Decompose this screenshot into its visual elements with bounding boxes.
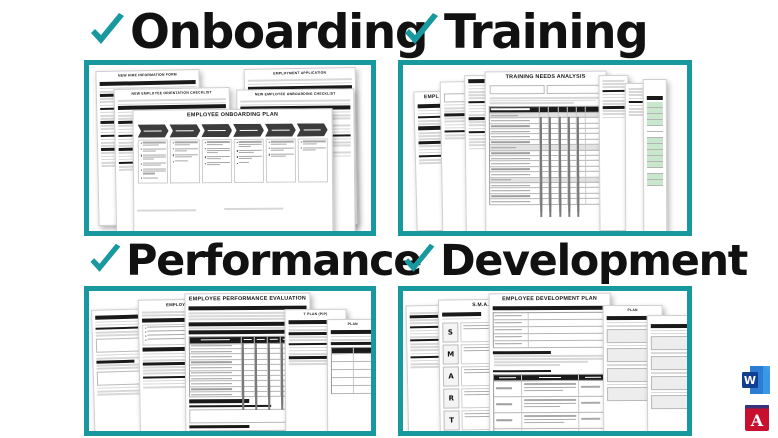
sheet-employee-onboarding-plan[interactable]: EMPLOYEE ONBOARDING PLAN (132, 108, 334, 231)
doc-title: EMPLOYEE ONBOARDING PLAN (187, 111, 279, 119)
quadrant-development: Development S.M.A.R.T S (398, 236, 748, 436)
performance-title-row: Performance (84, 236, 422, 286)
onboarding-title-row: Onboarding (84, 4, 429, 60)
onboarding-task-columns (137, 138, 329, 184)
doc-title: TRAINING NEEDS ANALYSIS (505, 73, 586, 81)
training-panel: EMPL TR (398, 60, 692, 236)
table-row[interactable] (494, 397, 607, 414)
doc-title: EMPLOYEE PERFORMANCE EVALUATION (188, 295, 307, 303)
onboarding-panel: NEW HIRE INFORMATION FORM EMPLOYMENT APP… (84, 60, 376, 236)
training-needs-table (488, 105, 604, 218)
process-step-first-quarter (265, 123, 296, 136)
smart-letter: M (442, 344, 459, 365)
table-row[interactable] (494, 413, 607, 430)
process-step-first-week (201, 124, 232, 137)
table-row[interactable] (494, 429, 607, 431)
checkmark-icon (86, 242, 124, 280)
performance-panel: EMPLOYEE EMPLOYEE PERFORMANCE EVALUATION (84, 286, 376, 436)
doc-title: EMPLOYMENT APPLICATION (273, 70, 327, 76)
checkmark-icon (400, 242, 438, 280)
quadrant-onboarding: Onboarding NEW HIRE INFORMATION FORM EMP… (84, 4, 429, 236)
file-format-icons: W A (742, 364, 772, 436)
task-column (137, 139, 169, 184)
smart-letter: R (443, 388, 460, 409)
doc-title: NEW EMPLOYEE ONBOARDING CHECKLIST (254, 91, 336, 97)
development-title-row: Development (398, 236, 748, 286)
page-title-development: Development (440, 235, 748, 286)
onboarding-process-steps (138, 123, 328, 137)
section-manager-comments (189, 425, 249, 429)
page-title-training: Training (444, 4, 649, 60)
quadrant-training: Training EMPL TR (398, 4, 692, 236)
doc-title: PLAN (627, 307, 638, 313)
quadrant-performance: Performance EMPLOYEE (84, 236, 422, 436)
task-column (201, 138, 233, 184)
smart-letter: S (442, 322, 459, 343)
sheet-training-matrix-green[interactable] (642, 78, 668, 231)
page-title-onboarding: Onboarding (130, 4, 429, 60)
table-row[interactable] (494, 381, 607, 398)
page-title-performance: Performance (126, 235, 422, 286)
doc-title: NEW HIRE INFORMATION FORM (118, 72, 177, 78)
sheet-employee-development-plan[interactable]: EMPLOYEE DEVELOPMENT PLAN (488, 292, 612, 431)
task-column (265, 138, 297, 183)
doc-title: NEW EMPLOYEE ORIENTATION CHECKLIST (131, 90, 212, 96)
process-step-first-month (233, 124, 264, 137)
smart-letter: A (442, 366, 460, 387)
training-title-row: Training (398, 4, 692, 60)
doc-title: T PLAN (PIP) (303, 311, 328, 317)
sheet-performance-action-plan[interactable]: PLAN (326, 318, 371, 431)
checkmark-icon (400, 11, 442, 53)
development-panel: S.M.A.R.T S M A (398, 286, 692, 436)
task-column (169, 139, 201, 184)
microsoft-word-icon[interactable]: W (742, 364, 772, 398)
task-column (233, 138, 265, 184)
doc-title: PLAN (347, 321, 358, 327)
development-plan-table (493, 373, 608, 431)
adobe-pdf-icon[interactable]: A (742, 402, 772, 436)
sheet-training-needs-analysis[interactable]: TRAINING NEEDS ANALYSIS (484, 70, 608, 231)
smart-letter: T (443, 410, 460, 431)
section-achievements (189, 404, 272, 408)
svg-text:W: W (744, 374, 756, 387)
process-step-prior-to-start (138, 124, 169, 137)
task-column (297, 138, 329, 183)
process-step-first-year (297, 123, 328, 136)
svg-text:A: A (750, 411, 764, 430)
checkmark-icon (86, 11, 128, 53)
process-step-first-day (169, 124, 200, 137)
section-employee-information (492, 306, 607, 311)
sheet-succession-plan[interactable] (646, 314, 687, 431)
doc-title: EMPLOYEE DEVELOPMENT PLAN (502, 295, 598, 303)
table-row[interactable] (490, 197, 603, 218)
section-overall-rating (189, 399, 249, 404)
